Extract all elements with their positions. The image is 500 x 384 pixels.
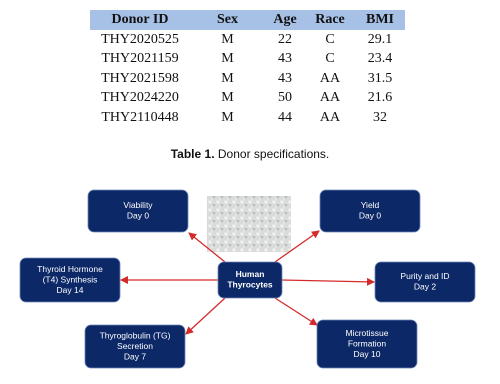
- node-label: Microtissue: [346, 328, 389, 338]
- arrow: [274, 230, 320, 263]
- node-label: Day 2: [414, 282, 436, 292]
- table-cell: AA: [319, 90, 341, 106]
- node-label: Day 14: [57, 285, 84, 295]
- node-label: Day 0: [359, 211, 381, 221]
- node-label: Purity and ID: [400, 271, 449, 281]
- table-cell: C: [325, 31, 335, 47]
- caption-label: Table 1.: [170, 147, 215, 161]
- caption-text: Donor specifications.: [217, 147, 330, 161]
- table-cell: M: [221, 90, 234, 106]
- arrows: [120, 230, 375, 335]
- table-cell: AA: [319, 70, 341, 86]
- arrow: [185, 297, 226, 335]
- arrow: [274, 297, 318, 326]
- node-label: Thyrocytes: [227, 280, 273, 290]
- node-label: Viability: [123, 200, 153, 210]
- column-header: Race: [305, 10, 355, 30]
- node-label: Day 0: [127, 211, 149, 221]
- table-cell: 43: [278, 70, 292, 86]
- table-cell: 31.5: [367, 70, 393, 86]
- table-cell: C: [325, 51, 335, 67]
- table-row: THY2021159 M 43 C 23.4: [90, 50, 405, 70]
- table-cell: 50: [278, 90, 292, 106]
- table-cell: 44: [278, 109, 292, 125]
- cell-image: [207, 196, 291, 252]
- column-header: Age: [265, 10, 305, 30]
- node-label: (T4) Synthesis: [43, 274, 98, 284]
- table-cell: 22: [278, 31, 292, 47]
- table-row: THY2020525 M 22 C 29.1: [90, 30, 405, 50]
- node-label: Day 7: [124, 351, 146, 361]
- table-body: THY2020525 M 22 C 29.1 THY2021159 M 43 C 23.4 THY2…: [90, 30, 405, 128]
- table-row: THY2024220 M 50 AA 21.6: [90, 89, 405, 109]
- node-box: [217, 261, 283, 299]
- column-header: Sex: [190, 10, 265, 30]
- node-box: [316, 319, 418, 369]
- node-label: Thyroid Hormone: [37, 264, 103, 274]
- table-cell: 21.6: [367, 90, 393, 106]
- table-row: THY2110448 M 44 AA 32: [90, 108, 405, 128]
- node-label: Thyroglobulin (TG): [100, 330, 171, 340]
- node-box: [87, 189, 189, 233]
- table-cell: M: [221, 109, 234, 125]
- node-box: [374, 261, 476, 303]
- table-cell: THY2110448: [101, 109, 179, 125]
- table-cell: AA: [319, 109, 341, 125]
- table-caption: Table 1. Donor specifications.: [0, 147, 500, 161]
- table-cell: M: [221, 31, 234, 47]
- donor-table: Donor ID Sex Age Race BMI THY2020525 M 22 C…: [90, 10, 405, 128]
- table-row: THY2021598 M 43 AA 31.5: [90, 69, 405, 89]
- table-cell: 23.4: [367, 51, 393, 67]
- node-box: [84, 324, 186, 369]
- node-box: [19, 257, 121, 303]
- table-cell: THY2020525: [101, 31, 179, 47]
- table-cell: M: [221, 70, 234, 86]
- table-cell: THY2024220: [101, 90, 179, 106]
- table-cell: 43: [278, 51, 292, 67]
- node-label: Day 10: [354, 349, 381, 359]
- node-label: Yield: [361, 200, 380, 210]
- node-label: Formation: [348, 338, 387, 348]
- arrow: [281, 277, 375, 286]
- node-label: Secretion: [117, 341, 153, 351]
- header-row: Donor ID Sex Age Race BMI: [90, 10, 405, 30]
- node-box: [319, 189, 421, 233]
- table-cell: 32: [373, 109, 387, 125]
- table-cell: M: [221, 51, 234, 67]
- column-header: BMI: [355, 10, 405, 30]
- table-cell: THY2021598: [101, 70, 179, 86]
- column-header: Donor ID: [90, 10, 190, 30]
- arrow: [188, 232, 226, 263]
- table-cell: THY2021159: [101, 51, 179, 67]
- table-cell: 29.1: [367, 31, 393, 47]
- node-label: Human: [236, 269, 265, 279]
